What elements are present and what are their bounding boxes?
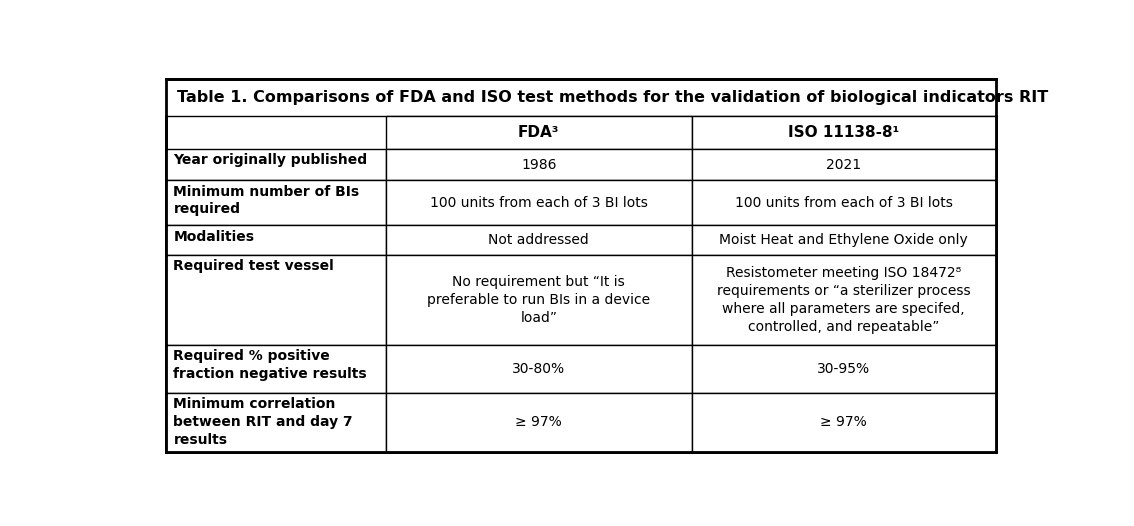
Bar (692, 226, 996, 256)
Text: 100 units from each of 3 BI lots: 100 units from each of 3 BI lots (735, 196, 953, 210)
Text: Minimum correlation
between RIT and day 7
results: Minimum correlation between RIT and day … (174, 397, 353, 447)
Text: 30-80%: 30-80% (513, 362, 566, 376)
Bar (387, 180, 692, 226)
Bar (167, 256, 387, 345)
Text: Year originally published: Year originally published (174, 153, 367, 167)
Text: 1986: 1986 (522, 158, 557, 172)
Bar (692, 180, 996, 226)
Text: Not addressed: Not addressed (489, 234, 590, 247)
Text: Modalities: Modalities (174, 229, 254, 244)
Bar (387, 345, 692, 393)
Bar (167, 149, 387, 180)
Text: ≥ 97%: ≥ 97% (820, 416, 868, 429)
Text: ≥ 97%: ≥ 97% (516, 416, 562, 429)
Bar (692, 149, 996, 180)
Bar (387, 149, 692, 180)
Bar (692, 345, 996, 393)
Bar (167, 226, 387, 256)
Bar (167, 180, 387, 226)
Text: Required % positive
fraction negative results: Required % positive fraction negative re… (174, 349, 367, 381)
Text: Resistometer meeting ISO 18472⁸
requirements or “a sterilizer process
where all : Resistometer meeting ISO 18472⁸ requirem… (717, 266, 971, 334)
Bar (692, 393, 996, 452)
Bar (692, 116, 996, 149)
Bar (167, 393, 387, 452)
Text: No requirement but “It is
preferable to run BIs in a device
load”: No requirement but “It is preferable to … (428, 275, 651, 325)
Text: FDA³: FDA³ (518, 125, 559, 140)
Text: ISO 11138-8¹: ISO 11138-8¹ (788, 125, 899, 140)
Bar (387, 116, 692, 149)
Bar (692, 256, 996, 345)
Text: 2021: 2021 (827, 158, 862, 172)
Text: 30-95%: 30-95% (818, 362, 870, 376)
Text: Table 1. Comparisons of FDA and ISO test methods for the validation of biologica: Table 1. Comparisons of FDA and ISO test… (177, 90, 1048, 105)
Text: Minimum number of BIs
required: Minimum number of BIs required (174, 185, 359, 216)
Text: Moist Heat and Ethylene Oxide only: Moist Heat and Ethylene Oxide only (719, 234, 968, 247)
Text: 100 units from each of 3 BI lots: 100 units from each of 3 BI lots (430, 196, 648, 210)
Bar (387, 226, 692, 256)
Bar (167, 345, 387, 393)
Bar (387, 256, 692, 345)
Bar (387, 393, 692, 452)
Text: Required test vessel: Required test vessel (174, 259, 335, 274)
